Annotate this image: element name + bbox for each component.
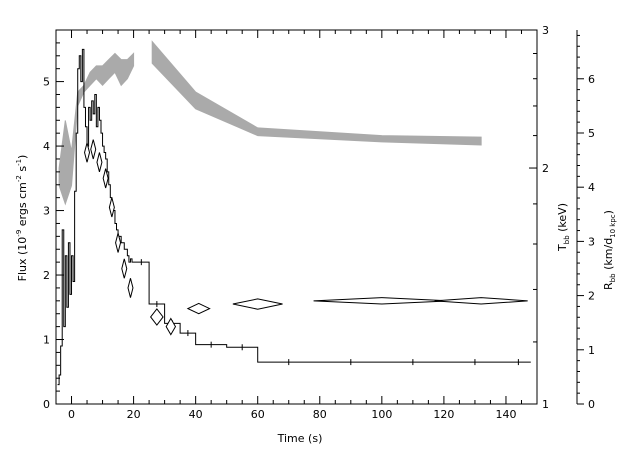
y-tick-label: 0 — [43, 398, 50, 411]
y-tick-label: 3 — [43, 205, 50, 218]
y-tick-label: 5 — [43, 76, 50, 89]
flux-histogram — [57, 48, 531, 386]
temperature-bands — [58, 40, 482, 206]
y3-tick-label: 4 — [588, 181, 595, 194]
radius-point — [186, 302, 211, 315]
ticks: 0 20 40 60 80 100 120 140 0 1 2 3 4 5 1 2 3 0 1 2 3 4 5 6 — [43, 24, 595, 421]
radius-point — [121, 258, 128, 279]
y3-tick-label: 0 — [588, 398, 595, 411]
y2-tick-label: 3 — [542, 24, 549, 37]
radius-point — [232, 298, 283, 310]
radius-point — [108, 197, 115, 218]
x-tick-label: 20 — [127, 408, 141, 421]
x-tick-label: 0 — [68, 408, 75, 421]
axes — [55, 29, 578, 405]
y3-tick-label: 3 — [588, 235, 595, 248]
radius-point — [102, 168, 109, 189]
y-tick-label: 1 — [43, 334, 50, 347]
temperature-band — [151, 40, 482, 146]
y-tick-label: 4 — [43, 140, 50, 153]
y2-tick-label: 1 — [542, 398, 549, 411]
x-tick-label: 100 — [371, 408, 392, 421]
y-tick-label: 2 — [43, 269, 50, 282]
y3-tick-label: 6 — [588, 73, 595, 86]
radius-point — [84, 142, 91, 163]
plot-frame — [55, 29, 538, 405]
x-tick-label: 40 — [189, 408, 203, 421]
radius-point — [434, 297, 528, 305]
y2-tick-label: 2 — [542, 162, 549, 175]
y-axis-label: Flux (10-9 ergs cm-2 s-1) — [15, 155, 29, 282]
x-tick-label: 140 — [495, 408, 516, 421]
x-tick-label: 60 — [251, 408, 265, 421]
radius-point — [90, 139, 97, 160]
y3-axis-label: Rbb (km/d10 kpc) — [602, 210, 617, 290]
temperature-band — [58, 52, 135, 206]
y3-tick-label: 2 — [588, 290, 595, 303]
y2-axis-label: Tbb (keV) — [556, 203, 571, 252]
x-tick-label: 120 — [433, 408, 454, 421]
radius-point — [165, 317, 177, 336]
radius-point — [127, 278, 134, 298]
radius-point — [115, 232, 122, 253]
x-axis-label: Time (s) — [277, 432, 323, 445]
radius-point — [313, 297, 451, 305]
radius-diamonds — [84, 139, 528, 336]
flux-step-line — [57, 48, 531, 386]
radius-point — [96, 152, 103, 172]
y3-tick-label: 1 — [588, 344, 595, 357]
x-tick-label: 80 — [313, 408, 327, 421]
y3-tick-label: 5 — [588, 127, 595, 140]
radius-point — [150, 308, 164, 326]
